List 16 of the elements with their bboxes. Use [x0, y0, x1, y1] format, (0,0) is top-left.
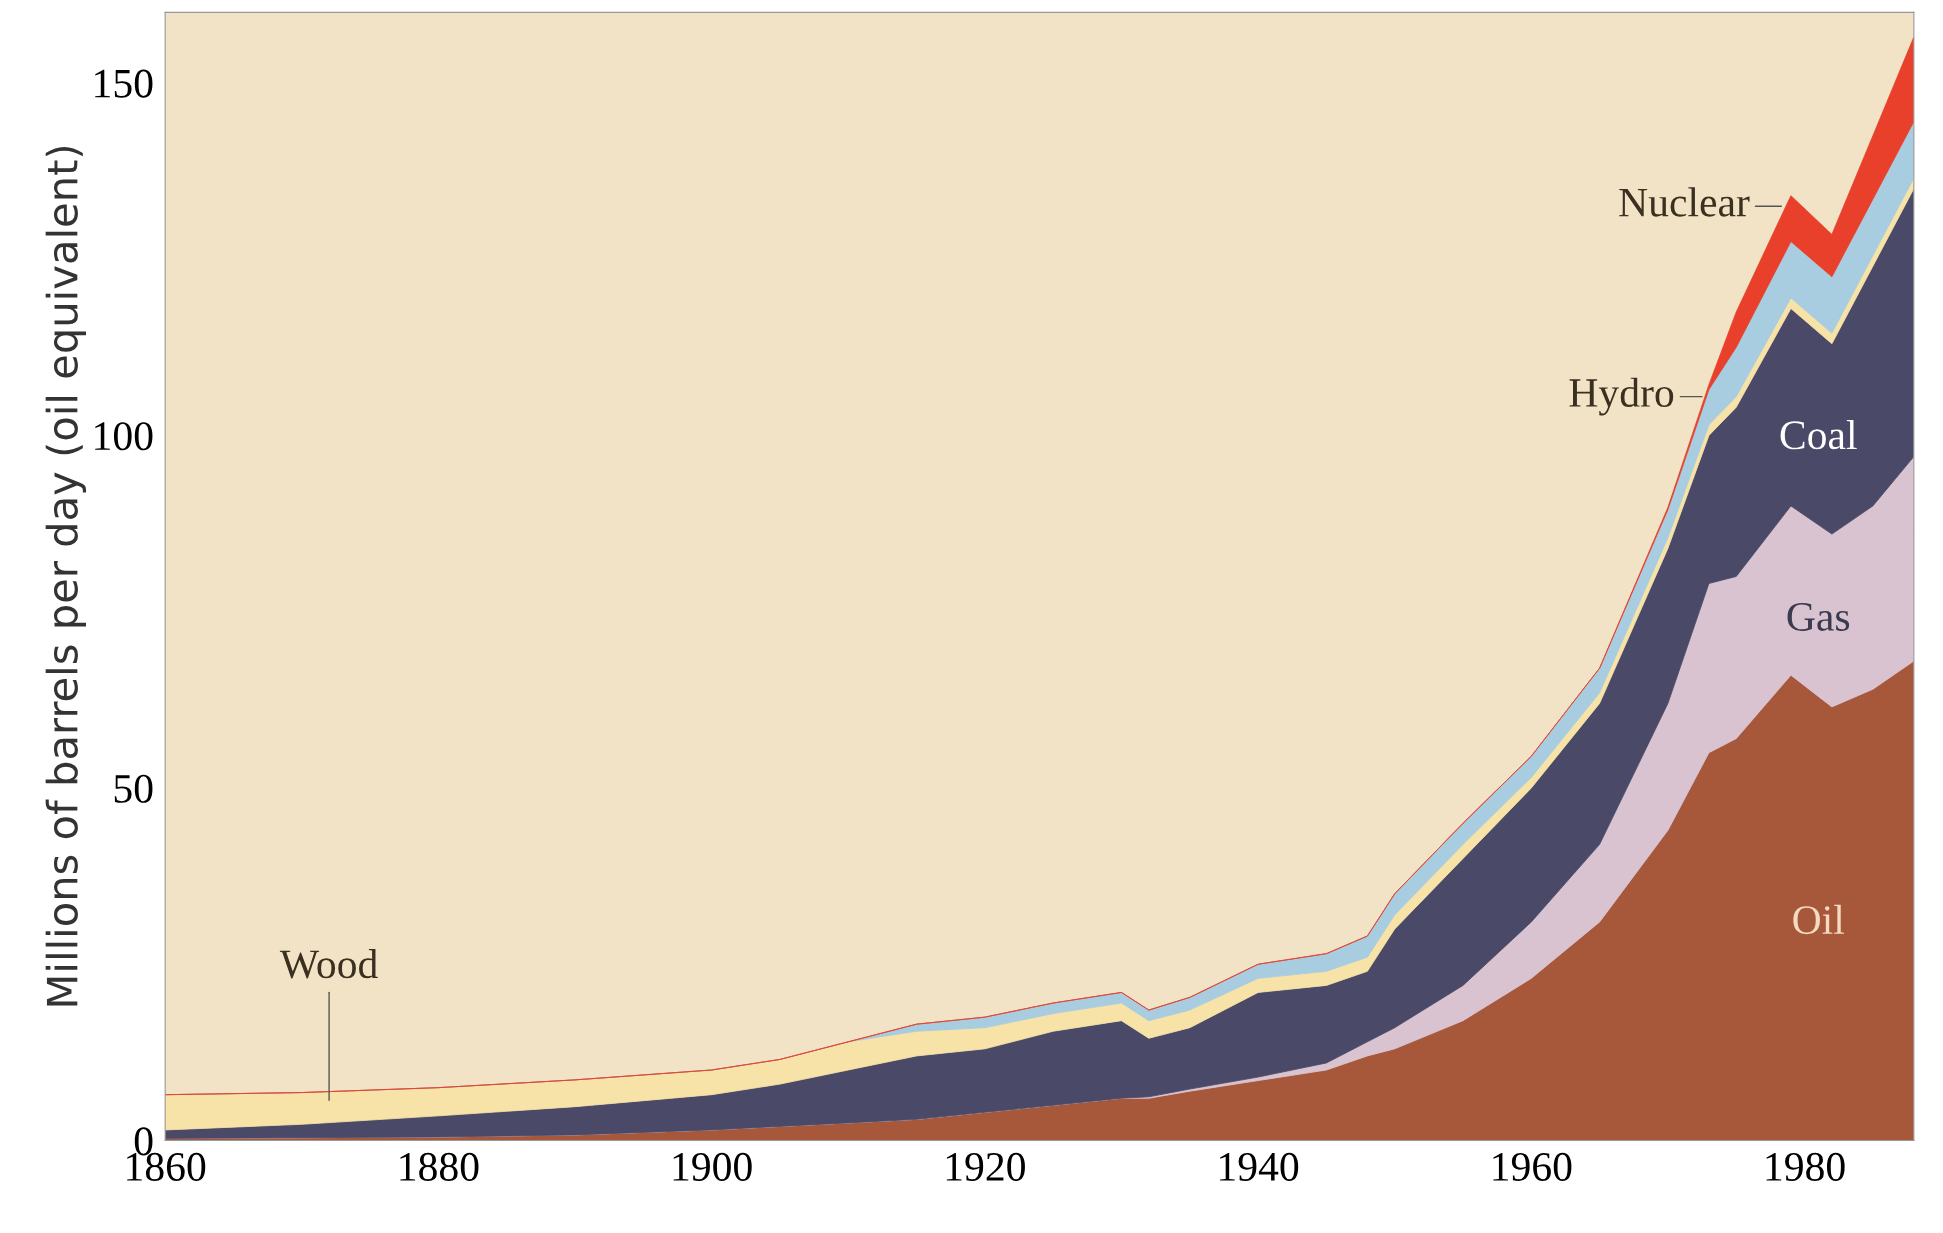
x-tick-label: 1940: [1220, 1152, 1299, 1181]
y-axis-title: Millions of barrels per day (oil equivalent): [45, 146, 86, 1006]
y-tick-label: 50: [114, 774, 153, 803]
y-tick-label: 100: [95, 422, 153, 451]
series-label: Nuclear: [1619, 187, 1750, 217]
series-label: Hydro: [1569, 377, 1674, 416]
x-tick-label: 1960: [1493, 1152, 1572, 1181]
text: Wood: [279, 949, 378, 979]
x-tick-label: 1900: [673, 1152, 752, 1181]
x-tick-label: 1980: [1766, 1152, 1845, 1181]
series-label: Coal: [1780, 420, 1857, 450]
y-tick-label: 150: [95, 69, 153, 98]
series-label: Gas: [1787, 602, 1850, 631]
x-tick-label: 1920: [946, 1152, 1025, 1181]
series-label: Oil: [1793, 904, 1845, 935]
x-tick-label: 1880: [400, 1152, 479, 1181]
